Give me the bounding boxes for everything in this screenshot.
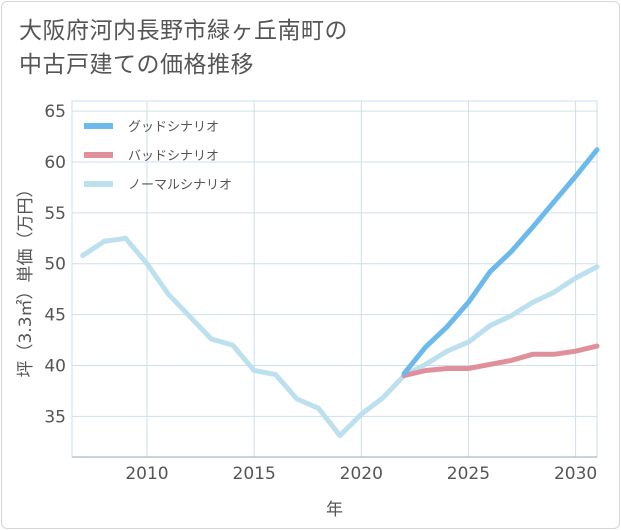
- legend-label-bad: バッドシナリオ: [128, 149, 219, 164]
- legend-label-good: グッドシナリオ: [128, 120, 219, 135]
- x-axis-title: 年: [326, 500, 343, 520]
- y-tick-label: 65: [44, 102, 66, 122]
- y-tick-label: 45: [44, 306, 66, 326]
- x-tick-label: 2030: [554, 464, 597, 484]
- series-line-good: [401, 147, 600, 377]
- y-tick-label: 35: [44, 407, 66, 427]
- series-line-normal: [80, 235, 600, 439]
- y-tick-label: 40: [44, 356, 66, 376]
- x-tick-label: 2010: [125, 464, 168, 484]
- y-tick-label: 50: [44, 255, 66, 275]
- chart-title-line-1: 大阪府河内長野市緑ヶ丘南町の: [19, 18, 348, 44]
- x-tick-label: 2020: [340, 464, 383, 484]
- legend-label-normal: ノーマルシナリオ: [128, 178, 232, 193]
- series-lines: [80, 147, 600, 439]
- plot-border: [71, 100, 598, 458]
- x-tick-labels: 2010 2015 2020 2025 2030: [125, 464, 597, 484]
- x-tick-label: 2025: [447, 464, 490, 484]
- chart-title-line-2: 中古戸建ての価格推移: [19, 52, 254, 78]
- chart-title: 大阪府河内長野市緑ヶ丘南町の 中古戸建ての価格推移: [19, 14, 439, 82]
- series-line-bad: [401, 343, 600, 379]
- y-tick-labels: 35 40 45 50 55 60 65: [44, 102, 66, 427]
- y-axis-title: 坪（3.3㎡）単価（万円）: [16, 180, 36, 377]
- y-tick-label: 55: [44, 204, 66, 224]
- x-tick-label: 2015: [233, 464, 276, 484]
- y-tick-label: 60: [44, 153, 66, 173]
